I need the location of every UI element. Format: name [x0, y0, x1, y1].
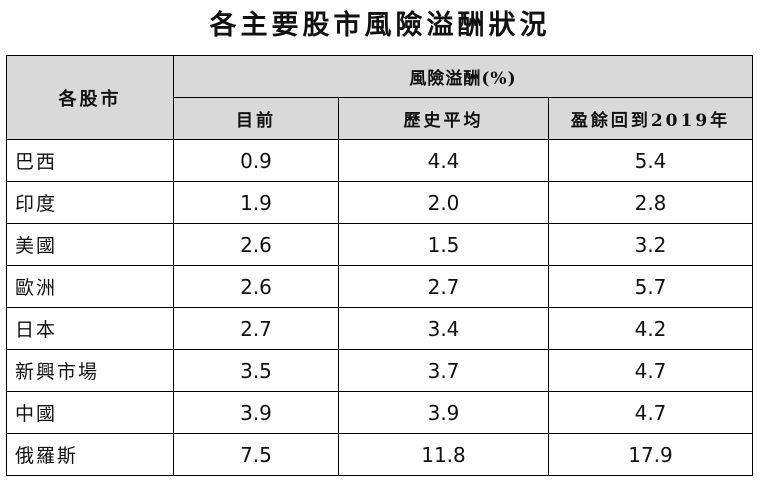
- value-cell: 11.8: [338, 433, 549, 476]
- column-header-historical-average: 歷史平均: [338, 97, 549, 140]
- risk-premium-table: 各股市 風險溢酬(%) 目前 歷史平均 盈餘回到2019年 巴西 0.9 4.4 5.…: [6, 55, 754, 476]
- value-cell: 3.2: [547, 223, 754, 266]
- table-row: 俄羅斯 7.5 11.8 17.9: [6, 433, 754, 476]
- value-cell: 17.9: [547, 433, 754, 476]
- market-name-cell: 中國: [6, 391, 174, 434]
- table-row: 印度 1.9 2.0 2.8: [6, 181, 754, 224]
- value-cell: 7.5: [173, 433, 339, 476]
- table-row: 中國 3.9 3.9 4.7: [6, 391, 754, 434]
- table-row: 美國 2.6 1.5 3.2: [6, 223, 754, 266]
- value-cell: 5.7: [547, 265, 754, 308]
- value-cell: 4.7: [547, 349, 754, 392]
- value-cell: 2.0: [338, 181, 549, 224]
- table-row: 日本 2.7 3.4 4.2: [6, 307, 754, 350]
- column-header-current: 目前: [173, 97, 339, 140]
- value-cell: 3.9: [338, 391, 549, 434]
- table-row: 歐洲 2.6 2.7 5.7: [6, 265, 754, 308]
- value-cell: 1.9: [173, 181, 339, 224]
- value-cell: 3.7: [338, 349, 549, 392]
- value-cell: 3.4: [338, 307, 549, 350]
- table-row: 巴西 0.9 4.4 5.4: [6, 139, 754, 182]
- market-name-cell: 美國: [6, 223, 174, 266]
- risk-premium-group-header: 風險溢酬(%): [172, 55, 754, 98]
- market-name-cell: 巴西: [6, 139, 174, 182]
- value-cell: 3.9: [173, 391, 339, 434]
- market-column-header: 各股市: [6, 55, 174, 140]
- value-cell: 2.7: [338, 265, 549, 308]
- table-title: 各主要股市風險溢酬狀況: [209, 10, 551, 41]
- value-cell: 2.6: [173, 223, 339, 266]
- value-cell: 2.7: [173, 307, 339, 350]
- value-cell: 2.6: [173, 265, 339, 308]
- market-name-cell: 歐洲: [6, 265, 174, 308]
- value-cell: 4.2: [547, 307, 754, 350]
- table-row: 新興市場 3.5 3.7 4.7: [6, 349, 754, 392]
- value-cell: 4.7: [547, 391, 754, 434]
- value-cell: 3.5: [173, 349, 339, 392]
- column-header-earnings-2019: 盈餘回到2019年: [547, 97, 754, 140]
- value-cell: 4.4: [338, 139, 549, 182]
- table-body: 巴西 0.9 4.4 5.4 印度 1.9 2.0 2.8 美國 2.6 1.5 3.2 歐洲 2.6 2.…: [6, 139, 754, 476]
- value-cell: 2.8: [547, 181, 754, 224]
- market-name-cell: 俄羅斯: [6, 433, 174, 476]
- market-name-cell: 印度: [6, 181, 174, 224]
- market-name-cell: 日本: [6, 307, 174, 350]
- value-cell: 0.9: [173, 139, 339, 182]
- value-cell: 1.5: [338, 223, 549, 266]
- market-name-cell: 新興市場: [6, 349, 174, 392]
- value-cell: 5.4: [547, 139, 754, 182]
